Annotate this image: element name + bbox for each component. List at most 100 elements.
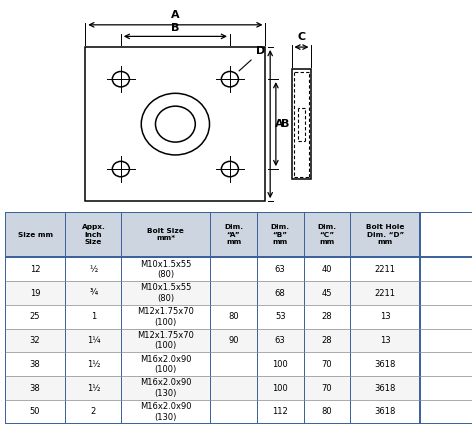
Text: Size mm: Size mm (18, 232, 53, 238)
Text: ½: ½ (90, 265, 98, 274)
FancyBboxPatch shape (303, 376, 350, 400)
FancyBboxPatch shape (5, 400, 65, 424)
Text: Bolt Size
mm*: Bolt Size mm* (147, 228, 184, 241)
FancyBboxPatch shape (5, 305, 65, 329)
FancyBboxPatch shape (257, 400, 303, 424)
FancyBboxPatch shape (210, 352, 257, 376)
FancyBboxPatch shape (65, 305, 121, 329)
FancyBboxPatch shape (303, 305, 350, 329)
FancyBboxPatch shape (65, 212, 121, 257)
FancyBboxPatch shape (257, 281, 303, 305)
Text: Dim.
“C”
mm: Dim. “C” mm (317, 224, 337, 245)
Text: 45: 45 (322, 288, 332, 297)
Text: 63: 63 (275, 336, 285, 345)
Text: 112: 112 (273, 407, 288, 416)
Text: M10x1.5x55
(80): M10x1.5x55 (80) (140, 283, 191, 303)
FancyBboxPatch shape (121, 400, 210, 424)
Text: 25: 25 (30, 312, 40, 321)
FancyBboxPatch shape (350, 281, 420, 305)
FancyBboxPatch shape (350, 376, 420, 400)
FancyBboxPatch shape (350, 305, 420, 329)
Text: M10x1.5x55
(80): M10x1.5x55 (80) (140, 260, 191, 279)
Text: 2211: 2211 (375, 265, 396, 274)
FancyBboxPatch shape (5, 329, 65, 352)
FancyBboxPatch shape (121, 281, 210, 305)
Text: 1: 1 (91, 312, 96, 321)
FancyBboxPatch shape (257, 212, 303, 257)
Text: Appx.
Inch
Size: Appx. Inch Size (82, 224, 105, 245)
FancyBboxPatch shape (121, 329, 210, 352)
Text: 28: 28 (321, 336, 332, 345)
FancyBboxPatch shape (65, 257, 121, 281)
Text: 3618: 3618 (374, 383, 396, 392)
Text: 68: 68 (275, 288, 285, 297)
Text: 63: 63 (275, 265, 285, 274)
Text: B: B (171, 24, 180, 33)
FancyBboxPatch shape (303, 212, 350, 257)
FancyBboxPatch shape (121, 212, 210, 257)
FancyBboxPatch shape (210, 400, 257, 424)
FancyBboxPatch shape (65, 400, 121, 424)
Text: Dim.
“A”
mm: Dim. “A” mm (224, 224, 243, 245)
Text: 32: 32 (30, 336, 40, 345)
FancyBboxPatch shape (210, 212, 257, 257)
Text: B: B (281, 119, 289, 129)
Text: 40: 40 (322, 265, 332, 274)
Text: M12x1.75x70
(100): M12x1.75x70 (100) (137, 331, 194, 350)
FancyBboxPatch shape (257, 352, 303, 376)
FancyBboxPatch shape (121, 305, 210, 329)
FancyBboxPatch shape (5, 281, 65, 305)
Text: 1¼: 1¼ (87, 336, 100, 345)
Text: 13: 13 (380, 336, 391, 345)
FancyBboxPatch shape (5, 257, 65, 281)
Text: Bolt Hole
Dim. “D”
mm: Bolt Hole Dim. “D” mm (366, 224, 404, 245)
FancyBboxPatch shape (350, 212, 420, 257)
FancyBboxPatch shape (65, 329, 121, 352)
Text: M16x2.0x90
(130): M16x2.0x90 (130) (140, 402, 191, 422)
Text: 90: 90 (228, 336, 239, 345)
Text: 3618: 3618 (374, 360, 396, 369)
Text: M16x2.0x90
(130): M16x2.0x90 (130) (140, 378, 191, 398)
Text: 53: 53 (275, 312, 285, 321)
FancyBboxPatch shape (303, 257, 350, 281)
FancyBboxPatch shape (121, 257, 210, 281)
FancyBboxPatch shape (257, 329, 303, 352)
Text: M16x2.0x90
(100): M16x2.0x90 (100) (140, 355, 191, 374)
Text: A: A (274, 119, 283, 129)
Text: 70: 70 (321, 360, 332, 369)
Text: 70: 70 (321, 383, 332, 392)
Text: 12: 12 (30, 265, 40, 274)
Text: 13: 13 (380, 312, 391, 321)
FancyBboxPatch shape (210, 257, 257, 281)
FancyBboxPatch shape (65, 376, 121, 400)
FancyBboxPatch shape (65, 352, 121, 376)
FancyBboxPatch shape (65, 281, 121, 305)
Text: 28: 28 (321, 312, 332, 321)
Text: A: A (171, 10, 180, 20)
FancyBboxPatch shape (303, 281, 350, 305)
Text: 80: 80 (228, 312, 239, 321)
Text: 1½: 1½ (87, 383, 100, 392)
Text: 100: 100 (273, 360, 288, 369)
FancyBboxPatch shape (121, 352, 210, 376)
FancyBboxPatch shape (350, 352, 420, 376)
Text: 2: 2 (91, 407, 96, 416)
Text: 50: 50 (30, 407, 40, 416)
Text: ¾: ¾ (89, 288, 98, 297)
FancyBboxPatch shape (303, 352, 350, 376)
Text: 19: 19 (30, 288, 40, 297)
FancyBboxPatch shape (350, 400, 420, 424)
FancyBboxPatch shape (210, 305, 257, 329)
FancyBboxPatch shape (121, 376, 210, 400)
Text: 1½: 1½ (87, 360, 100, 369)
Text: 38: 38 (30, 383, 40, 392)
FancyBboxPatch shape (350, 257, 420, 281)
Text: 38: 38 (30, 360, 40, 369)
FancyBboxPatch shape (257, 305, 303, 329)
Text: M12x1.75x70
(100): M12x1.75x70 (100) (137, 307, 194, 327)
FancyBboxPatch shape (210, 329, 257, 352)
Text: D: D (239, 46, 265, 71)
FancyBboxPatch shape (5, 352, 65, 376)
Text: 2211: 2211 (375, 288, 396, 297)
FancyBboxPatch shape (257, 257, 303, 281)
